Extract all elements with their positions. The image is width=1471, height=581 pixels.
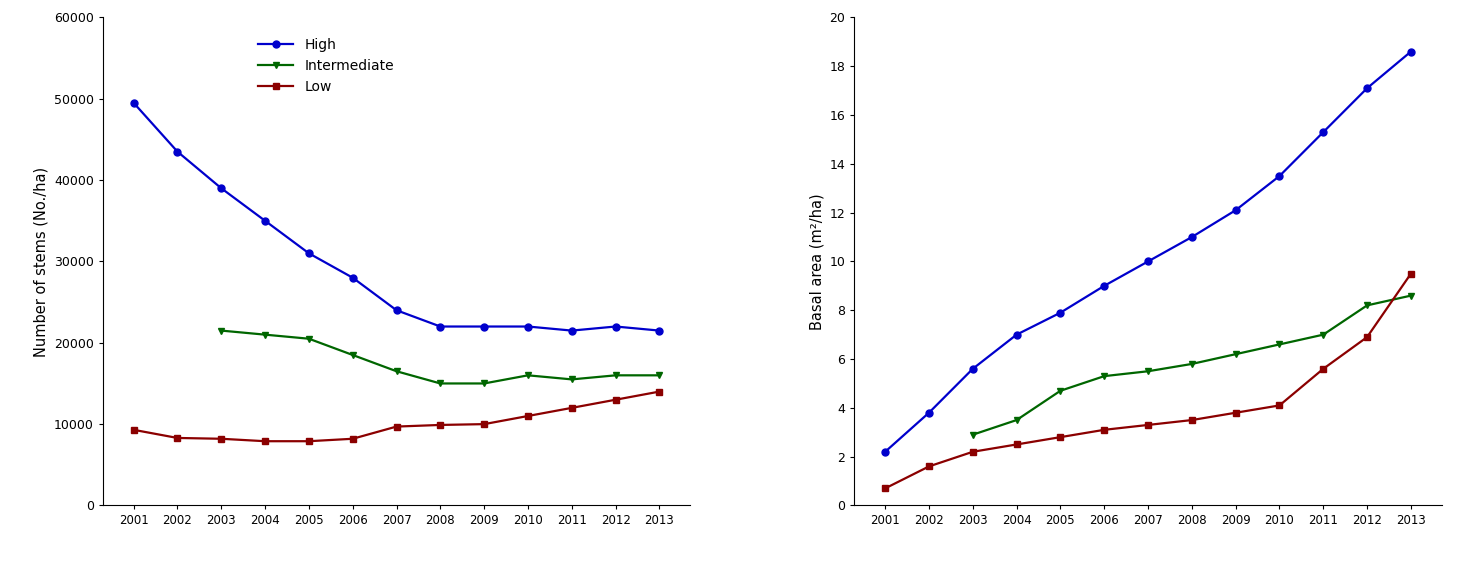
High bbox=[519, 323, 537, 330]
Intermediate bbox=[1096, 372, 1114, 379]
Intermediate bbox=[964, 431, 981, 438]
Low bbox=[475, 421, 493, 428]
High bbox=[1096, 282, 1114, 289]
Low bbox=[300, 437, 318, 444]
Line: Intermediate: Intermediate bbox=[969, 292, 1415, 438]
Intermediate bbox=[212, 327, 229, 334]
Line: High: High bbox=[881, 48, 1415, 456]
Intermediate bbox=[344, 352, 362, 358]
High bbox=[212, 185, 229, 192]
Line: Low: Low bbox=[881, 270, 1415, 492]
Line: High: High bbox=[129, 99, 663, 334]
Low bbox=[1183, 417, 1200, 424]
High bbox=[169, 148, 187, 155]
High bbox=[344, 274, 362, 281]
Low bbox=[1227, 409, 1244, 416]
Low bbox=[563, 404, 581, 411]
Low bbox=[606, 396, 624, 403]
High bbox=[1227, 207, 1244, 214]
High bbox=[1358, 85, 1375, 92]
Low bbox=[388, 423, 406, 430]
Low bbox=[1402, 270, 1420, 277]
Low bbox=[1271, 402, 1289, 409]
Low bbox=[877, 485, 894, 492]
Intermediate bbox=[1402, 292, 1420, 299]
Intermediate bbox=[1358, 302, 1375, 309]
Low bbox=[519, 413, 537, 419]
High bbox=[1183, 234, 1200, 241]
High bbox=[1008, 331, 1025, 338]
Low bbox=[1052, 433, 1069, 440]
High bbox=[563, 327, 581, 334]
Low bbox=[650, 388, 668, 395]
High bbox=[1315, 128, 1333, 135]
Intermediate bbox=[431, 380, 449, 387]
Intermediate bbox=[1271, 341, 1289, 348]
Low bbox=[1315, 365, 1333, 372]
Low bbox=[964, 449, 981, 456]
Low bbox=[921, 463, 938, 470]
Intermediate bbox=[563, 376, 581, 383]
High bbox=[1139, 258, 1156, 265]
High bbox=[475, 323, 493, 330]
High bbox=[1271, 173, 1289, 180]
Intermediate bbox=[300, 335, 318, 342]
Intermediate bbox=[475, 380, 493, 387]
Low bbox=[1139, 421, 1156, 428]
High bbox=[388, 307, 406, 314]
Intermediate bbox=[606, 372, 624, 379]
Low bbox=[212, 435, 229, 442]
Intermediate bbox=[1315, 331, 1333, 338]
High bbox=[921, 409, 938, 416]
Line: Intermediate: Intermediate bbox=[218, 327, 663, 387]
High bbox=[964, 365, 981, 372]
Intermediate bbox=[388, 368, 406, 375]
Low bbox=[256, 437, 274, 444]
Intermediate bbox=[519, 372, 537, 379]
Low bbox=[169, 435, 187, 442]
Intermediate bbox=[1139, 368, 1156, 375]
High bbox=[125, 99, 143, 106]
Intermediate bbox=[1008, 417, 1025, 424]
High bbox=[877, 449, 894, 456]
High bbox=[650, 327, 668, 334]
High bbox=[1052, 309, 1069, 316]
Intermediate bbox=[1183, 360, 1200, 367]
Low bbox=[1358, 333, 1375, 340]
High bbox=[1402, 48, 1420, 55]
Line: Low: Low bbox=[129, 388, 663, 444]
High bbox=[300, 250, 318, 257]
High bbox=[256, 217, 274, 224]
Low bbox=[1096, 426, 1114, 433]
Intermediate bbox=[1227, 351, 1244, 358]
High bbox=[431, 323, 449, 330]
Intermediate bbox=[1052, 388, 1069, 394]
Intermediate bbox=[650, 372, 668, 379]
Y-axis label: Number of stems (No./ha): Number of stems (No./ha) bbox=[34, 166, 49, 357]
Low bbox=[1008, 441, 1025, 448]
High bbox=[606, 323, 624, 330]
Intermediate bbox=[256, 331, 274, 338]
Low bbox=[125, 426, 143, 433]
Low bbox=[431, 421, 449, 428]
Low bbox=[344, 435, 362, 442]
Y-axis label: Basal area (m²/ha): Basal area (m²/ha) bbox=[809, 193, 824, 330]
Legend: High, Intermediate, Low: High, Intermediate, Low bbox=[254, 34, 399, 98]
